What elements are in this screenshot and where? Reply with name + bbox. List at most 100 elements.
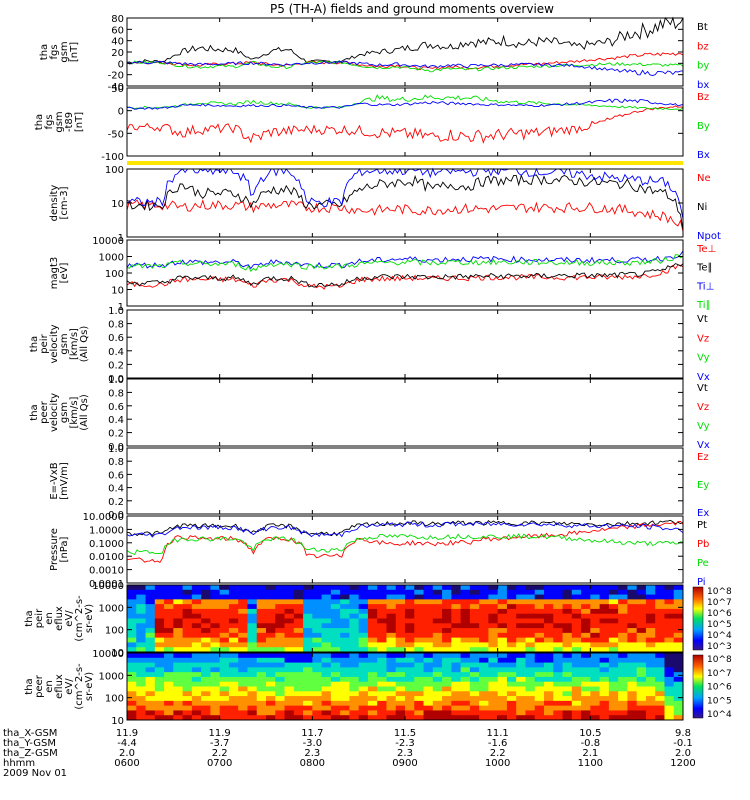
heatmap-cell	[506, 618, 517, 624]
heatmap-cell	[553, 628, 564, 634]
heatmap-cell	[191, 691, 202, 697]
heatmap-cell	[534, 642, 545, 648]
heatmap-cell	[497, 585, 508, 591]
heatmap-cell	[275, 594, 286, 600]
heatmap-cell	[488, 599, 499, 605]
heatmap-cell	[655, 608, 665, 615]
heatmap-cell	[469, 599, 480, 605]
heatmap-cell	[599, 599, 610, 605]
heatmap-cell	[127, 710, 137, 716]
series-line-Pb	[126, 521, 684, 563]
heatmap-cell	[386, 710, 397, 716]
heatmap-cell	[479, 710, 489, 716]
y-tick-label: 100	[105, 165, 124, 176]
heatmap-cell	[395, 686, 406, 692]
heatmap-cell	[571, 672, 582, 678]
heatmap-cell	[349, 589, 360, 596]
heatmap-cell	[386, 613, 397, 619]
heatmap-cell	[516, 653, 526, 659]
heatmap-cell	[154, 637, 165, 643]
ephemeris-value: 11.7	[301, 728, 323, 739]
heatmap-cell	[479, 628, 489, 634]
heatmap-cell	[386, 589, 397, 596]
legend-entry: Te⊥	[696, 244, 716, 255]
heatmap-cell	[182, 618, 193, 624]
heatmap-cell	[266, 710, 276, 716]
heatmap-cell	[256, 604, 267, 610]
heatmap-cell	[516, 618, 526, 624]
heatmap-cell	[191, 599, 202, 605]
heatmap-cell	[553, 647, 564, 653]
heatmap-cell	[645, 672, 656, 678]
heatmap-cell	[673, 672, 684, 678]
heatmap-cell	[367, 681, 378, 687]
colorbar-label: 10^4	[707, 631, 732, 641]
heatmap-cell	[275, 589, 286, 596]
heatmap-cell	[275, 653, 286, 659]
heatmap-cell	[618, 681, 628, 687]
ephemeris-value: 2.0	[675, 748, 691, 759]
heatmap-cell	[330, 618, 341, 624]
heatmap-cell	[173, 642, 184, 648]
heatmap-cell	[506, 632, 517, 639]
heatmap-cell	[330, 637, 341, 643]
heatmap-cell	[275, 686, 286, 692]
heatmap-cell	[618, 653, 628, 659]
heatmap-cell	[201, 604, 211, 610]
colorbar-label: 10^8	[707, 655, 732, 665]
heatmap-cell	[608, 623, 619, 629]
y-axis-label: (cm^2-s-	[74, 595, 85, 642]
panel-frame	[126, 87, 684, 157]
heatmap-cell	[247, 628, 258, 634]
heatmap-cell	[182, 632, 193, 639]
heatmap-cell	[358, 589, 369, 596]
heatmap-cell	[321, 653, 332, 659]
heatmap-cell	[590, 686, 601, 692]
heatmap-cell	[358, 686, 369, 692]
y-axis-label: E=-VxB	[49, 462, 60, 499]
legend-entry: Pi	[697, 577, 706, 588]
y-tick-label: 0.6	[108, 402, 124, 413]
heatmap-cell	[238, 653, 248, 659]
heatmap-cell	[182, 604, 193, 610]
series-line-Ti∥	[126, 254, 684, 272]
heatmap-cell	[479, 623, 489, 629]
heatmap-cell	[349, 599, 360, 605]
heatmap-cell	[608, 676, 619, 683]
heatmap-cell	[340, 604, 350, 610]
y-tick-label: 10	[111, 199, 124, 210]
heatmap-cell	[645, 715, 656, 721]
heatmap-cell	[590, 672, 601, 678]
y-axis-label: eV/	[64, 610, 75, 627]
y-axis-label: tha	[29, 404, 40, 420]
heatmap-cell	[618, 599, 628, 605]
heatmap-cell	[182, 710, 193, 716]
heatmap-cell	[627, 632, 638, 639]
heatmap-cell	[488, 676, 499, 683]
heatmap-cell	[358, 623, 369, 629]
heatmap-cell	[599, 676, 610, 683]
heatmap-cell	[460, 657, 471, 664]
legend-entry: bx	[697, 80, 709, 91]
heatmap-cell	[182, 705, 193, 711]
heatmap-cell	[460, 691, 471, 697]
heatmap-cell	[460, 585, 471, 591]
heatmap-cell	[599, 608, 610, 615]
heatmap-cell	[423, 667, 434, 673]
heatmap-cell	[293, 672, 304, 678]
heatmap-cell	[395, 710, 406, 716]
y-tick-label: 1	[118, 302, 124, 313]
heatmap-cell	[414, 599, 425, 605]
heatmap-cell	[164, 705, 174, 711]
ephemeris-value: 1000	[485, 758, 510, 769]
heatmap-cell	[247, 672, 258, 678]
heatmap-cell	[562, 657, 573, 664]
y-axis-label: gsm	[59, 333, 70, 354]
heatmap-cell	[534, 686, 545, 692]
heatmap-cell	[256, 613, 267, 619]
heatmap-cell	[210, 672, 221, 678]
heatmap-cell	[349, 672, 360, 678]
heatmap-cell	[488, 647, 499, 653]
heatmap-cell	[340, 653, 350, 659]
heatmap-cell	[571, 585, 582, 591]
